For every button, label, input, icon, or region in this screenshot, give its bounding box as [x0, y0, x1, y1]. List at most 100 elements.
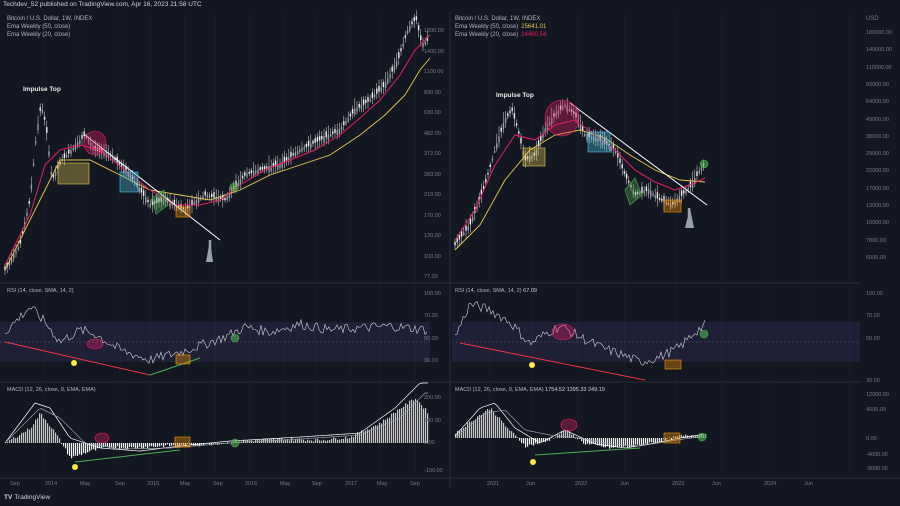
- left-time-tick-label: May: [80, 481, 91, 487]
- right-macd-histogram-bar: [691, 435, 693, 438]
- right-price-candle: [518, 131, 520, 134]
- left-price-candle: [41, 109, 44, 113]
- right-macd-histogram-bar: [483, 413, 485, 438]
- right-ema50-line: [454, 129, 706, 251]
- left-price-candle: [417, 25, 420, 31]
- right-price-candle: [678, 196, 681, 202]
- right-price-candle: [562, 106, 564, 110]
- left-macd-histogram-bar: [219, 443, 221, 445]
- left-macd-histogram-bar: [283, 440, 285, 443]
- right-macd-histogram-bar: [477, 416, 479, 438]
- left-macd-histogram-bar: [141, 443, 143, 449]
- right-price-candle: [540, 135, 542, 142]
- left-price-candle: [406, 30, 409, 34]
- right-macd-histogram-bar: [521, 438, 523, 443]
- left-macd-histogram-bar: [215, 443, 217, 444]
- right-price-candle: [581, 125, 584, 131]
- left-price-candle: [398, 52, 400, 59]
- left-price-candle: [169, 200, 171, 207]
- right-price-candle: [493, 150, 496, 153]
- left-macd-histogram-bar: [183, 443, 185, 445]
- right-macd-histogram-bar: [621, 438, 623, 448]
- left-macd-histogram-bar: [407, 404, 409, 443]
- left-price-candle: [241, 175, 244, 179]
- left-macd-histogram-bar: [87, 443, 89, 453]
- right-signal-line: [454, 409, 705, 447]
- right-macd-ellipse: [560, 418, 578, 432]
- left-price-candle: [376, 88, 378, 94]
- right-price-candle: [553, 113, 555, 117]
- left-price-candle: [277, 164, 279, 169]
- right-price-candle: [544, 128, 546, 133]
- right-macd-histogram-bar: [583, 438, 585, 444]
- left-macd-histogram-bar: [45, 419, 47, 443]
- left-macd-histogram-bar: [173, 443, 175, 446]
- right-price-candle: [603, 138, 606, 144]
- left-macd-histogram-bar: [387, 418, 389, 443]
- right-price-candle: [485, 178, 487, 183]
- right-macd-histogram-bar: [647, 438, 649, 445]
- right-price-candle: [520, 137, 522, 144]
- right-price-candle: [623, 171, 626, 174]
- right-macd-histogram-bar: [485, 410, 487, 438]
- left-price-candle: [321, 135, 323, 140]
- left-price-candle: [252, 170, 255, 176]
- left-price-candle: [156, 197, 158, 204]
- left-macd-histogram-bar: [51, 428, 53, 443]
- right-price-candle: [559, 105, 562, 110]
- right-macd-histogram-bar: [643, 438, 645, 445]
- right-price-candle: [630, 185, 632, 188]
- left-time-tick-label: 2017: [345, 481, 358, 487]
- left-macd-histogram-bar: [115, 443, 117, 449]
- left-macd-histogram-bar: [43, 418, 45, 443]
- left-macd-histogram-bar: [47, 423, 49, 443]
- left-price-candle: [127, 172, 129, 177]
- right-macd-histogram-bar: [677, 436, 679, 438]
- right-price-candle: [573, 111, 575, 115]
- right-price-candle: [537, 140, 540, 147]
- left-price-candle: [387, 78, 389, 83]
- left-price-tick-label: 283.00: [424, 171, 441, 178]
- left-price-candle: [239, 179, 242, 185]
- left-macd-histogram-bar: [25, 431, 27, 443]
- right-macd-histogram-bar: [461, 428, 463, 438]
- right-time-tick-label: 2021: [487, 481, 500, 487]
- left-price-candle: [13, 254, 15, 259]
- left-price-candle: [26, 212, 28, 216]
- right-time-tick-label: 2023: [672, 481, 685, 487]
- left-macd-histogram-bar: [397, 409, 399, 443]
- left-macd-histogram-bar: [77, 443, 79, 456]
- left-time-tick-label: 2015: [147, 481, 160, 487]
- left-macd-histogram-bar: [209, 443, 211, 446]
- left-price-candle: [28, 201, 30, 204]
- right-price-candle: [687, 188, 689, 191]
- left-price-candle: [354, 108, 356, 115]
- left-macd-histogram-bar: [315, 439, 317, 443]
- right-macd-histogram-bar: [509, 430, 511, 438]
- left-price-candle: [81, 135, 83, 139]
- right-price-candle: [471, 217, 474, 221]
- right-macd-histogram-bar: [525, 438, 527, 448]
- right-macd-histogram-bar: [519, 438, 521, 441]
- right-price-candle: [696, 171, 698, 177]
- tradingview-logo: TV TradingView: [4, 494, 51, 501]
- left-price-candle: [118, 162, 121, 165]
- left-macd-histogram-bar: [41, 413, 43, 443]
- right-macd-histogram-bar: [491, 408, 493, 438]
- left-macd-histogram-bar: [287, 439, 289, 443]
- right-price-tick-label: 13000.00: [866, 203, 889, 209]
- left-price-candle: [292, 153, 294, 156]
- left-bottom-box: [175, 206, 191, 218]
- right-price-candle: [454, 241, 456, 246]
- right-macd-histogram-bar: [531, 438, 533, 445]
- left-signal-line: [4, 392, 428, 450]
- left-price-candle: [226, 196, 228, 200]
- left-time-tick-label: 2016: [245, 481, 258, 487]
- left-price-candle: [63, 153, 66, 159]
- right-price-candle: [586, 134, 588, 140]
- right-macd-histogram-bar: [611, 438, 613, 448]
- right-price-candle: [482, 186, 485, 189]
- right-macd-histogram-bar: [689, 436, 691, 438]
- left-price-candle: [294, 152, 297, 157]
